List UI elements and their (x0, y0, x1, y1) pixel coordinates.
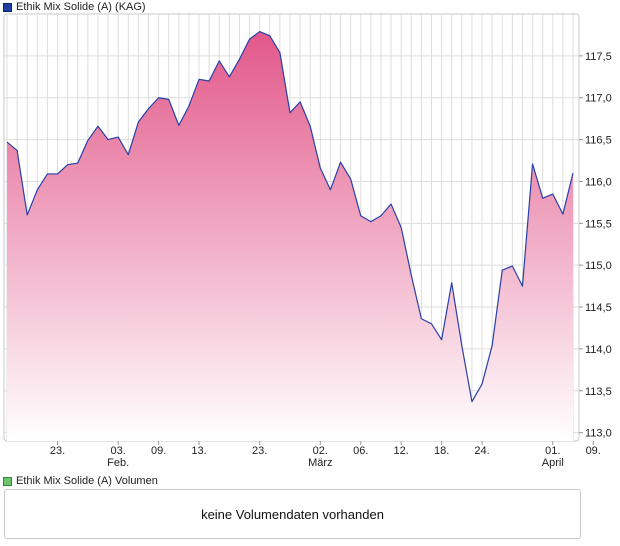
data-point (239, 59, 240, 60)
x-month-label: April (542, 457, 564, 469)
volume-legend: Ethik Mix Solide (A) Volumen (3, 474, 158, 488)
data-point (562, 214, 563, 215)
data-point (188, 105, 189, 106)
data-point (229, 76, 230, 77)
data-point (279, 52, 280, 53)
x-tick-label: 06. (353, 445, 368, 457)
y-tick-label: 114,0 (585, 344, 612, 356)
data-point (118, 136, 119, 137)
price-chart: 113,0 113,5 114,0 114,5 115,0 115,5 116,0 116,5… (3, 13, 612, 469)
x-tick-label: 01. (545, 445, 560, 457)
data-point (441, 339, 442, 340)
data-point (320, 167, 321, 168)
data-point (67, 164, 68, 165)
data-point (148, 108, 149, 109)
x-tick-label: 13. (191, 445, 206, 457)
data-point (87, 140, 88, 141)
x-tick-label: 23. (252, 445, 267, 457)
data-point (259, 31, 260, 32)
x-axis: 23. 03.Feb. 09. 13. 23. 02.März 06. 12. 18. 24. 01… (50, 441, 601, 469)
data-point (107, 139, 108, 140)
data-point (360, 215, 361, 216)
y-tick-label: 114,5 (585, 302, 612, 314)
x-tick-label: 23. (50, 445, 65, 457)
data-point (431, 323, 432, 324)
data-point (340, 162, 341, 163)
x-tick-label: 12. (394, 445, 409, 457)
data-point (370, 221, 371, 222)
x-month-label: Feb. (107, 457, 129, 469)
x-tick-label: 03. (111, 445, 126, 457)
data-point (178, 125, 179, 126)
volume-legend-swatch (3, 476, 12, 486)
data-point (552, 193, 553, 194)
data-point (17, 150, 18, 151)
y-tick-label: 117,5 (585, 51, 612, 63)
x-tick-label: 24. (474, 445, 489, 457)
data-point (37, 189, 38, 190)
price-legend: Ethik Mix Solide (A) (KAG) (3, 0, 146, 14)
data-point (138, 121, 139, 122)
data-point (158, 97, 159, 98)
price-legend-swatch (3, 2, 12, 12)
data-point (310, 126, 311, 127)
data-point (128, 154, 129, 155)
data-point (401, 227, 402, 228)
data-point (380, 215, 381, 216)
x-tick-label: 09. (586, 445, 601, 457)
data-point (27, 214, 28, 215)
data-point (502, 270, 503, 271)
data-point (522, 286, 523, 287)
y-axis: 113,0 113,5 114,0 114,5 115,0 115,5 116,0 116,5… (579, 51, 612, 440)
data-point (512, 265, 513, 266)
y-tick-label: 117,0 (585, 93, 612, 105)
price-line (6, 30, 574, 403)
data-point (47, 173, 48, 174)
data-point (57, 173, 58, 174)
x-month-label: März (308, 457, 332, 469)
y-tick-label: 115,0 (585, 260, 612, 272)
data-point (330, 189, 331, 190)
data-point (300, 101, 301, 102)
price-legend-label: Ethik Mix Solide (A) (KAG) (16, 0, 146, 13)
x-tick-label: 09. (151, 445, 166, 457)
data-point (492, 345, 493, 346)
data-point (219, 60, 220, 61)
volume-legend-label: Ethik Mix Solide (A) Volumen (16, 474, 158, 487)
data-point (198, 79, 199, 80)
data-point (532, 163, 533, 164)
data-point (168, 99, 169, 100)
data-point (451, 282, 452, 283)
volume-panel: keine Volumendaten vorhanden (4, 489, 581, 539)
y-tick-label: 116,5 (585, 135, 612, 147)
data-point (289, 112, 290, 113)
data-point (411, 275, 412, 276)
x-tick-label: 18. (434, 445, 449, 457)
data-point (542, 198, 543, 199)
data-point (350, 178, 351, 179)
y-tick-label: 116,0 (585, 176, 612, 188)
price-area (7, 31, 573, 441)
x-tick-label: 02. (313, 445, 328, 457)
data-point (390, 203, 391, 204)
data-point (471, 401, 472, 402)
y-tick-label: 113,0 (585, 428, 612, 440)
data-point (572, 172, 573, 173)
volume-empty-message: keine Volumendaten vorhanden (201, 506, 384, 522)
data-point (269, 35, 270, 36)
data-point (209, 80, 210, 81)
data-point (77, 162, 78, 163)
data-point (97, 126, 98, 127)
y-tick-label: 115,5 (585, 218, 612, 230)
data-point (6, 142, 7, 143)
data-point (421, 318, 422, 319)
data-point (481, 383, 482, 384)
data-point (249, 39, 250, 40)
data-point (461, 345, 462, 346)
y-tick-label: 113,5 (585, 386, 612, 398)
